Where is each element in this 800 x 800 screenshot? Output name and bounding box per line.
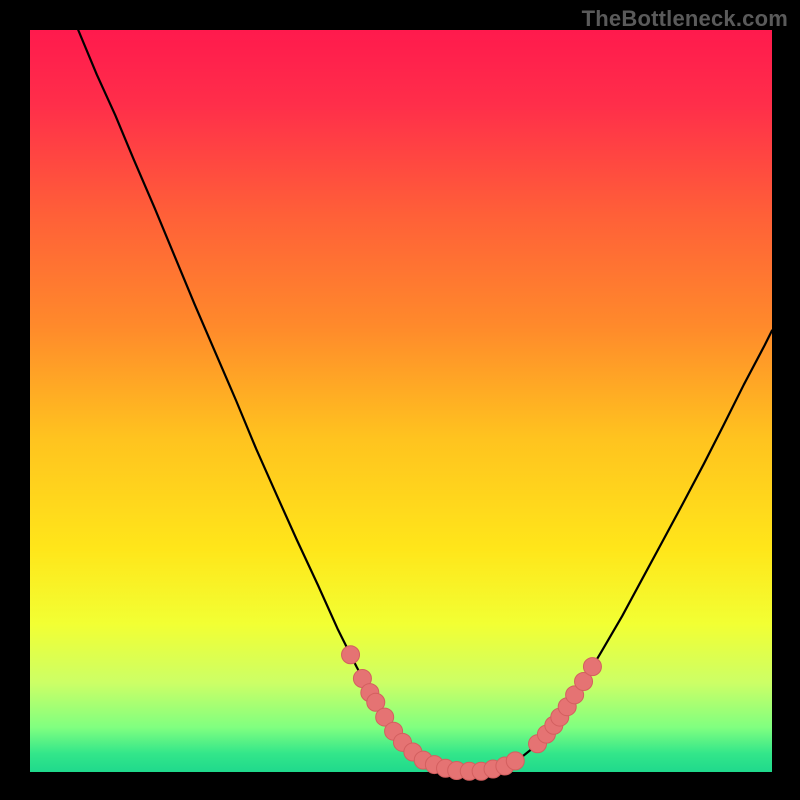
- curve-marker: [342, 646, 360, 664]
- curve-marker: [506, 752, 524, 770]
- curve-marker: [583, 658, 601, 676]
- chart-svg: [0, 0, 800, 800]
- plot-background: [30, 30, 772, 772]
- chart-frame: TheBottleneck.com: [0, 0, 800, 800]
